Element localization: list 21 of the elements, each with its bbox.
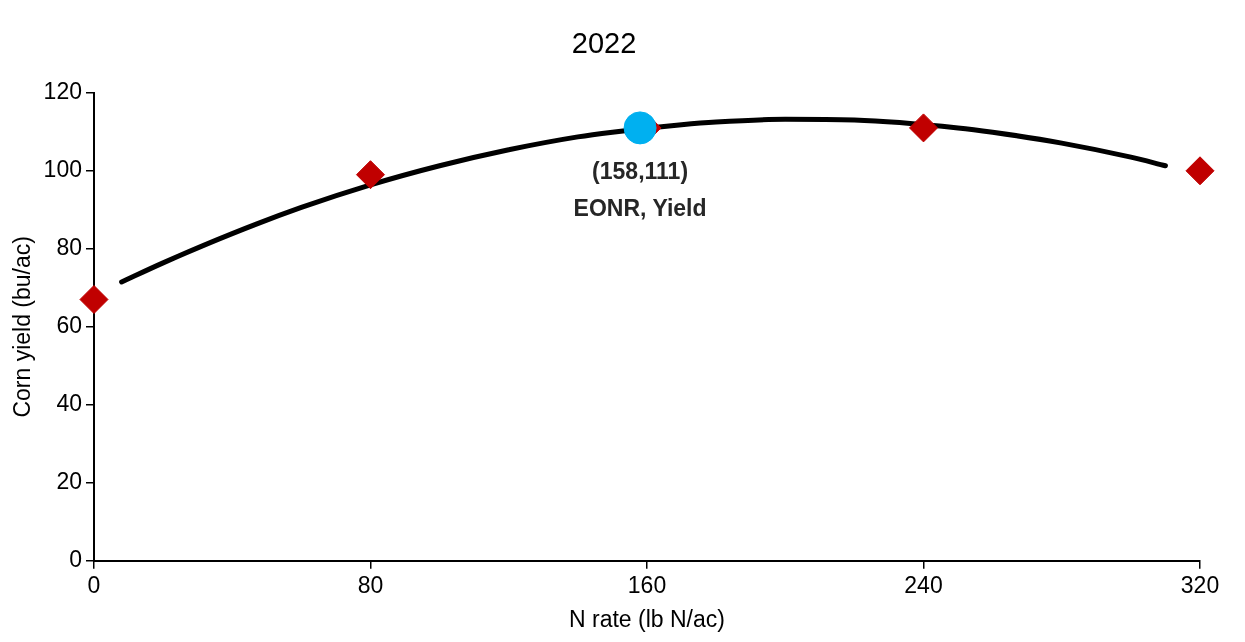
y-tick-label: 40	[56, 390, 82, 417]
point	[79, 285, 109, 314]
point	[908, 113, 938, 143]
x-tick-label: 240	[904, 571, 943, 598]
x-tick-label: 320	[1180, 571, 1220, 598]
x-tick-label: 160	[627, 571, 667, 598]
y-tick-label: 100	[43, 156, 82, 183]
y-tick-label: 60	[56, 312, 82, 339]
x-axis-title: N rate (lb N/ac)	[569, 605, 725, 632]
annotation: (158,111) EONR, Yield	[573, 158, 707, 222]
y-axis-title: Corn yield (bu/ac)	[9, 236, 36, 418]
y-tick-label: 0	[69, 546, 82, 573]
y-tick-label: 80	[56, 234, 82, 261]
point	[1185, 156, 1215, 186]
x-tick-label: 0	[87, 571, 101, 598]
y-tick-label: 120	[43, 78, 82, 105]
x-tick-label: 80	[357, 571, 384, 598]
chart-title: 2022	[571, 27, 637, 60]
y-tick-label: 20	[56, 468, 82, 495]
point	[623, 111, 657, 145]
point	[355, 160, 385, 190]
